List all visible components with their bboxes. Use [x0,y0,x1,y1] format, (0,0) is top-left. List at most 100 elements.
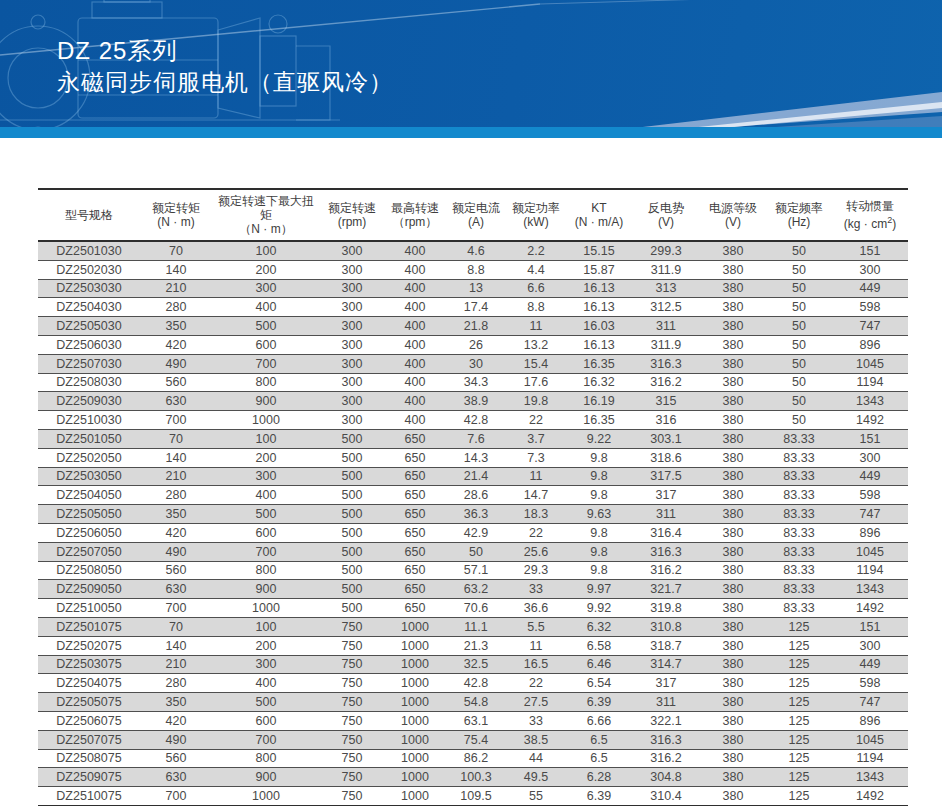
value-cell: 25.6 [506,542,566,561]
value-cell: 316.4 [632,523,700,542]
value-cell: 700 [140,599,212,618]
table-row: DZ250905063090050065063.2339.97321.73808… [38,580,908,599]
value-cell: 63.1 [446,711,506,730]
table-row: DZ250605042060050065042.9229.8316.438083… [38,523,908,542]
value-cell: 86.2 [446,749,506,768]
value-cell: 50 [766,241,832,260]
table-row: DZ2508075560800750100086.2446.5316.23801… [38,749,908,768]
value-cell: 304.8 [632,768,700,787]
value-cell: 300 [320,298,384,317]
value-cell: 600 [212,711,320,730]
value-cell: 500 [320,448,384,467]
value-cell: 50 [766,298,832,317]
value-cell: 316.2 [632,561,700,580]
value-cell: 600 [212,523,320,542]
value-cell: 125 [766,655,832,674]
value-cell: 16.13 [566,335,632,354]
value-cell: 21.3 [446,636,506,655]
table-row: DZ25090756309007501000100.349.56.28304.8… [38,768,908,787]
value-cell: 400 [212,298,320,317]
value-cell: 630 [140,392,212,411]
value-cell: 6.6 [506,279,566,298]
value-cell: 317 [632,674,700,693]
value-cell: 151 [832,429,908,448]
value-cell: 380 [700,749,766,768]
value-cell: 311.9 [632,260,700,279]
value-cell: 420 [140,711,212,730]
value-cell: 316.2 [632,373,700,392]
value-cell: 6.39 [566,787,632,806]
value-cell: 400 [384,392,446,411]
value-cell: 1000 [384,730,446,749]
value-cell: 319.8 [632,599,700,618]
value-cell: 16.13 [566,298,632,317]
value-cell: 490 [140,730,212,749]
value-cell: 650 [384,542,446,561]
model-cell: DZ2505030 [38,317,140,336]
value-cell: 321.7 [632,580,700,599]
value-cell: 500 [212,693,320,712]
value-cell: 1492 [832,599,908,618]
value-cell: 7.6 [446,429,506,448]
column-header-9: 电源等级(V) [700,189,766,241]
value-cell: 316.3 [632,354,700,373]
value-cell: 57.1 [446,561,506,580]
value-cell: 900 [212,392,320,411]
value-cell: 900 [212,580,320,599]
value-cell: 125 [766,711,832,730]
value-cell: 300 [320,279,384,298]
table-row: DZ250803056080030040034.317.616.32316.23… [38,373,908,392]
value-cell: 83.33 [766,561,832,580]
value-cell: 1194 [832,561,908,580]
value-cell: 500 [320,523,384,542]
value-cell: 1000 [384,787,446,806]
model-cell: DZ2510075 [38,787,140,806]
value-cell: 1000 [384,655,446,674]
value-cell: 380 [700,693,766,712]
value-cell: 280 [140,298,212,317]
model-cell: DZ2509075 [38,768,140,787]
value-cell: 500 [320,467,384,486]
value-cell: 2.2 [506,241,566,260]
value-cell: 16.35 [566,354,632,373]
model-cell: DZ2504075 [38,674,140,693]
value-cell: 6.58 [566,636,632,655]
value-cell: 300 [832,260,908,279]
model-cell: DZ2507075 [38,730,140,749]
value-cell: 6.66 [566,711,632,730]
value-cell: 300 [320,392,384,411]
table-row: DZ250903063090030040038.919.816.19315380… [38,392,908,411]
value-cell: 15.4 [506,354,566,373]
value-cell: 14.3 [446,448,506,467]
value-cell: 9.8 [566,542,632,561]
value-cell: 630 [140,580,212,599]
value-cell: 11 [506,467,566,486]
value-cell: 380 [700,335,766,354]
value-cell: 1343 [832,768,908,787]
series-subtitle: 永磁同步伺服电机（直驱风冷） [57,66,393,98]
value-cell: 50 [766,411,832,430]
value-cell: 16.32 [566,373,632,392]
value-cell: 1000 [212,411,320,430]
value-cell: 200 [212,636,320,655]
value-cell: 449 [832,655,908,674]
value-cell: 650 [384,429,446,448]
model-cell: DZ2504030 [38,298,140,317]
value-cell: 350 [140,693,212,712]
value-cell: 19.8 [506,392,566,411]
value-cell: 400 [384,317,446,336]
table-row: DZ251007570010007501000109.5556.39310.43… [38,787,908,806]
model-cell: DZ2506075 [38,711,140,730]
value-cell: 13.2 [506,335,566,354]
value-cell: 449 [832,279,908,298]
value-cell: 896 [832,711,908,730]
value-cell: 700 [140,787,212,806]
value-cell: 311 [632,505,700,524]
value-cell: 210 [140,655,212,674]
value-cell: 50 [766,279,832,298]
value-cell: 750 [320,655,384,674]
value-cell: 4.6 [446,241,506,260]
model-cell: DZ2507050 [38,542,140,561]
column-header-4: 最高转速（rpm） [384,189,446,241]
value-cell: 400 [384,335,446,354]
